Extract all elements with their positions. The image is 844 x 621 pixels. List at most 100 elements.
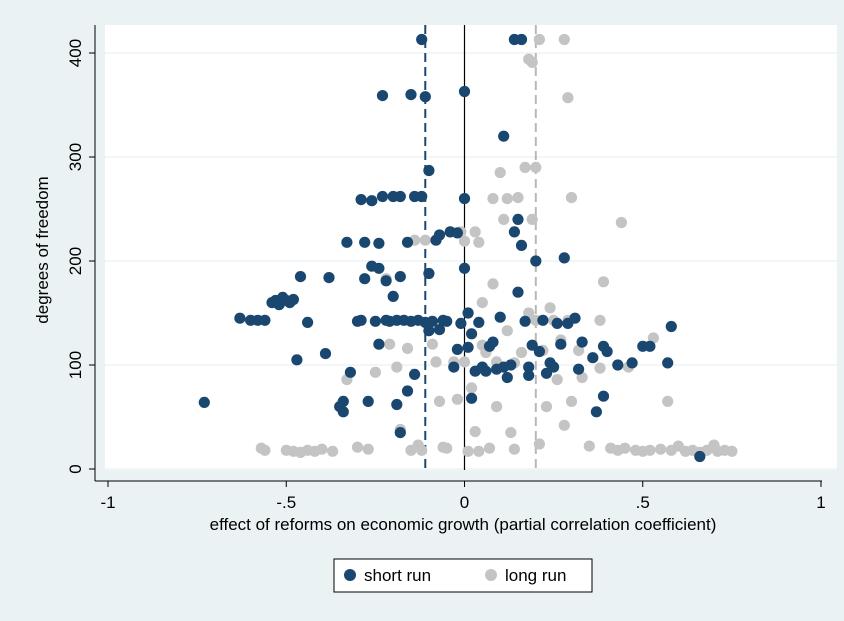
point-short-run [587,352,599,364]
point-short-run [323,272,335,284]
point-long-run [544,302,556,314]
point-long-run [540,401,553,413]
point-short-run [376,90,389,102]
point-long-run [565,192,578,204]
point-short-run [394,427,406,439]
point-long-run [369,366,381,378]
point-long-run [469,226,481,238]
point-long-run [655,443,667,455]
legend-label-long-run: long run [505,566,566,585]
point-short-run [515,33,528,46]
point-short-run [612,359,624,371]
point-long-run [594,314,606,326]
x-tick-label: 0 [460,493,469,512]
point-short-run [394,271,406,283]
point-long-run [487,193,499,205]
y-tick-label: 100 [66,351,85,379]
point-short-run [665,320,677,333]
point-long-run [426,338,438,350]
point-long-run [551,374,563,386]
point-long-run [533,33,546,46]
point-short-run [433,324,446,336]
point-short-run [259,314,271,326]
point-short-run [555,338,567,350]
y-ticks: 0 100 200 300 400 [66,39,95,474]
point-long-run [433,395,446,407]
point-short-run [373,237,385,249]
x-tick-label: -.5 [276,493,296,512]
point-long-run [508,443,520,455]
point-short-run [694,450,706,463]
point-long-run [512,192,524,204]
point-long-run [505,427,517,439]
legend-label-short-run: short run [364,566,431,585]
point-short-run [355,194,367,206]
y-tick-label: 200 [66,247,85,275]
point-short-run [291,354,303,366]
point-long-run [515,346,528,359]
point-long-run [327,445,339,457]
x-ticks: -1 -.5 0 .5 1 [100,481,826,512]
point-short-run [341,236,353,248]
point-long-run [462,445,474,457]
grid-lines [105,52,837,470]
point-short-run [416,190,428,203]
point-long-run [419,234,431,246]
point-short-run [508,226,520,238]
point-short-run [512,213,524,225]
point-long-run [362,443,374,455]
legend-swatch-short-run [344,569,356,581]
point-short-run [576,336,588,348]
point-short-run [359,273,371,285]
y-axis-label: degrees of freedom [33,176,52,323]
y-tick-label: 300 [66,143,85,171]
point-short-run [366,195,378,207]
legend: short run long run [333,558,593,593]
point-long-run [619,442,631,454]
x-axis-label: effect of reforms on economic growth (pa… [210,515,717,534]
point-short-run [294,271,307,283]
point-short-run [601,345,613,358]
point-short-run [387,290,399,302]
point-long-run [384,338,396,350]
point-short-run [359,236,371,248]
x-tick-label: -1 [100,493,115,512]
point-short-run [480,365,492,377]
point-short-run [337,406,349,418]
point-long-run [519,161,531,173]
point-long-run [562,92,574,104]
point-short-run [466,328,478,340]
point-short-run [558,252,570,264]
point-long-run [526,56,538,68]
point-short-run [519,315,531,327]
point-short-run [405,89,417,101]
point-long-run [494,167,506,179]
point-short-run [401,385,414,397]
point-short-run [344,366,356,378]
point-short-run [569,312,581,324]
point-short-run [662,357,674,369]
point-short-run [373,338,385,350]
legend-box [333,558,593,593]
point-short-run [498,130,510,142]
data-points [198,33,738,463]
point-long-run [473,445,485,457]
point-short-run [487,336,499,348]
point-long-run [498,213,510,225]
point-short-run [355,314,367,326]
point-short-run [423,267,435,280]
point-short-run [515,239,528,251]
point-short-run [419,91,431,103]
point-long-run [483,442,496,454]
point-long-run [351,441,364,453]
point-short-run [455,317,467,329]
point-short-run [451,227,463,239]
point-long-run [466,382,478,394]
point-short-run [473,316,485,328]
point-long-run [565,395,578,407]
point-short-run [391,398,403,411]
point-short-run [626,357,638,369]
point-short-run [433,229,446,241]
